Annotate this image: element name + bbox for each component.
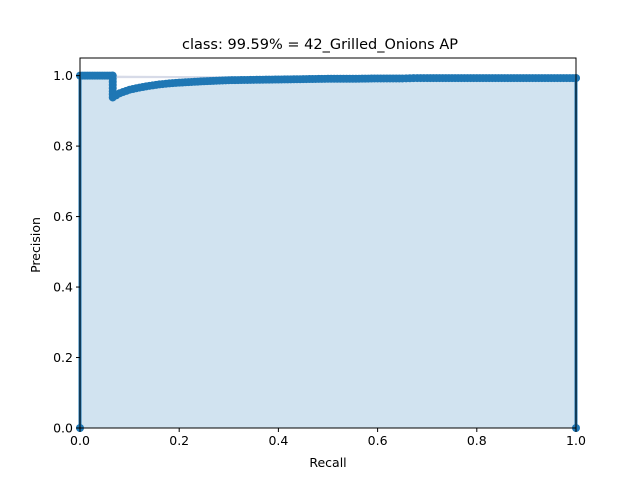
y-tick-label: 0.4 [53, 280, 73, 295]
chart-title: class: 99.59% = 42_Grilled_Onions AP [182, 37, 458, 53]
x-tick-label: 0.6 [368, 433, 388, 448]
y-axis-label: Precision [28, 217, 43, 273]
y-tick-label: 1.0 [53, 68, 73, 83]
x-axis-label: Recall [309, 455, 346, 470]
axes-frame [79, 57, 577, 429]
y-tick-label: 0.6 [53, 209, 73, 224]
x-tick-label: 0.2 [169, 433, 189, 448]
axis-ticks: 0.0 0.2 0.4 0.6 0.8 1.0 0.0 0.2 0.4 0.6 0.8 1.0 [53, 68, 586, 448]
y-tick-label: 0.0 [53, 421, 73, 436]
x-tick-label: 0.4 [268, 433, 288, 448]
series-marks [76, 71, 580, 432]
x-tick-label: 0.0 [70, 433, 90, 448]
x-tick-label: 0.8 [467, 433, 487, 448]
x-tick-label: 1.0 [566, 433, 586, 448]
y-tick-label: 0.8 [53, 139, 73, 154]
area-under-curve [80, 75, 576, 428]
y-tick-label: 0.2 [53, 350, 73, 365]
